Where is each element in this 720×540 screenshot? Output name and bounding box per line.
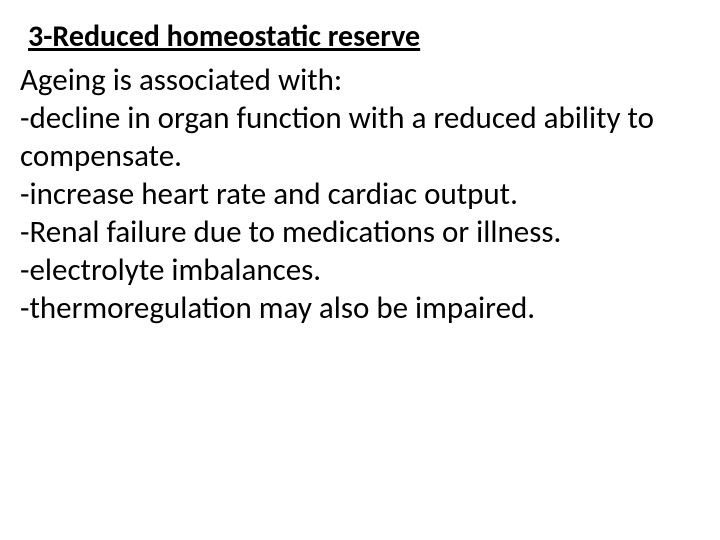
slide-heading: 3-Reduced homeostatic reserve [28, 18, 700, 55]
slide-body: Ageing is associated with: -decline in o… [20, 61, 700, 327]
body-line: -electrolyte imbalances. [20, 251, 700, 289]
body-line: -increase heart rate and cardiac output. [20, 175, 700, 213]
body-line: -Renal failure due to medications or ill… [20, 213, 700, 251]
body-line: -thermoregulation may also be impaired. [20, 289, 700, 327]
body-line: Ageing is associated with: [20, 61, 700, 99]
body-line: -decline in organ function with a reduce… [20, 99, 700, 175]
